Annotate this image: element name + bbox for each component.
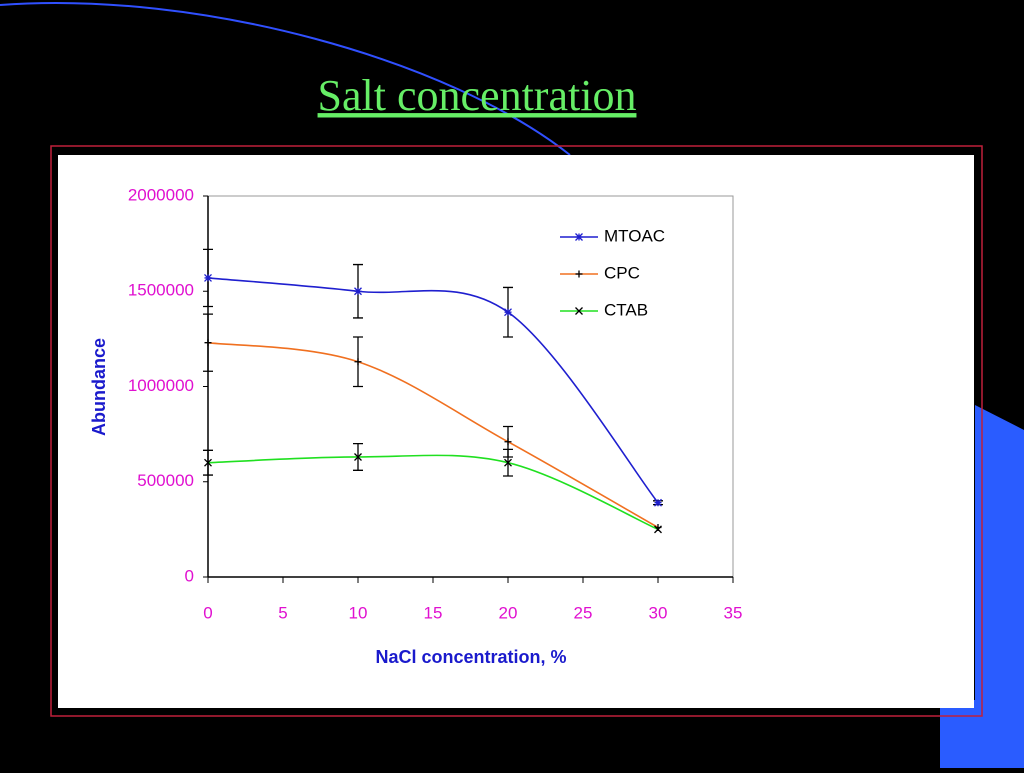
series-line: [207, 277, 659, 504]
x-tick-label: 25: [574, 603, 593, 622]
y-tick-label: 1500000: [128, 281, 194, 300]
data-point: [654, 525, 662, 534]
data-point: [654, 498, 662, 507]
series-line: [207, 341, 659, 529]
y-tick-label: 2000000: [128, 185, 194, 204]
data-point: [204, 273, 212, 282]
y-axis-label: Abundance: [89, 338, 109, 436]
data-point: [504, 438, 512, 446]
slide-title: Salt concentration: [318, 71, 637, 120]
x-tick-label: 20: [499, 603, 518, 622]
chart-panel: [58, 155, 974, 708]
data-point: [504, 308, 512, 317]
x-axis-label: NaCl concentration, %: [375, 647, 566, 667]
legend-marker: [575, 307, 583, 315]
legend-label: CTAB: [604, 300, 648, 319]
data-point: [204, 339, 212, 347]
x-tick-label: 10: [349, 603, 368, 622]
x-tick-label: 0: [203, 603, 212, 622]
data-point: [504, 458, 512, 467]
data-point: [204, 458, 212, 467]
y-tick-label: 1000000: [128, 376, 194, 395]
x-tick-label: 5: [278, 603, 287, 622]
decor-curve: [0, 2, 571, 156]
data-point: [354, 358, 362, 366]
x-tick-label: 35: [724, 603, 743, 622]
legend-label: MTOAC: [604, 226, 665, 245]
frame: [50, 145, 983, 717]
y-tick-label: 0: [185, 566, 194, 585]
data-point: [354, 453, 362, 461]
data-point: [354, 287, 362, 296]
y-tick-label: 500000: [137, 471, 194, 490]
legend-marker: [575, 233, 583, 241]
x-tick-label: 15: [424, 603, 443, 622]
legend-marker: [575, 270, 583, 278]
series-line: [207, 454, 659, 531]
legend-label: CPC: [604, 263, 640, 282]
x-tick-label: 30: [649, 603, 668, 622]
